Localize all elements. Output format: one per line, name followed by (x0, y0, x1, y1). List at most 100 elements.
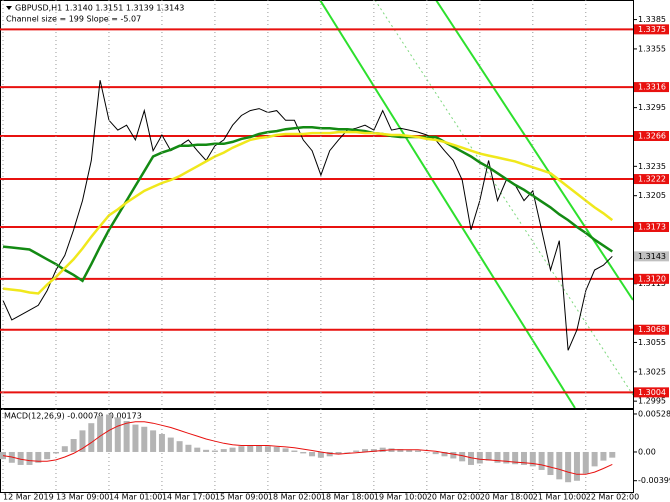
x-tick-label: 20 Mar 18:00 (480, 493, 533, 502)
macd-bar (300, 451, 307, 454)
y-tick-label: 1.3025 (638, 367, 666, 376)
channel-line (435, 0, 634, 301)
y-tick-label: 0.00 (638, 447, 656, 456)
level-tag (634, 273, 669, 284)
macd-bar (211, 450, 218, 452)
macd-bar (397, 449, 404, 452)
macd-bar (309, 451, 316, 457)
menu-arrow (6, 6, 12, 10)
macd-bar (158, 433, 165, 452)
last-price-label: 1.3143 (638, 252, 666, 261)
macd-bar (415, 450, 422, 452)
chart-subtitle: Channel size = 199 Slope = -5.07 (6, 15, 141, 24)
macd-bar (35, 451, 42, 463)
macd-bar (600, 451, 607, 461)
macd-bar (503, 451, 510, 464)
macd-bar (591, 451, 598, 467)
macd-bar (176, 441, 183, 452)
macd-bar (326, 451, 333, 457)
series-line (2, 125, 613, 283)
y-tick-label: 1.3205 (638, 191, 666, 200)
macd-bar (441, 451, 448, 457)
level-label: 1.3375 (638, 25, 666, 34)
macd-bar (194, 447, 201, 452)
macd-bar (238, 446, 245, 452)
macd-bar (459, 451, 466, 462)
x-tick-label: 21 Mar 10:00 (533, 493, 586, 502)
level-label: 1.3222 (638, 175, 666, 184)
macd-bar (582, 451, 589, 474)
y-tick-label: 1.3055 (638, 338, 666, 347)
macd-bar (529, 451, 536, 467)
x-tick-label: 13 Mar 09:00 (56, 493, 109, 502)
level-label: 1.3004 (638, 388, 666, 397)
series-line (2, 130, 614, 295)
last-price-tag (634, 251, 669, 262)
macd-bar (335, 451, 342, 455)
macd-bar (573, 451, 580, 481)
macd-bar (538, 451, 545, 470)
macd-bar (282, 448, 289, 452)
y-tick-label: 1.3355 (638, 44, 666, 53)
macd-bar (547, 451, 554, 476)
macd-bar (565, 451, 572, 483)
macd-bar (273, 446, 280, 452)
macd-bar (362, 449, 369, 452)
macd-bar (450, 451, 457, 459)
price-frame (0, 0, 634, 409)
macd-bar (220, 449, 227, 452)
macd-title: MACD(12,26,9) -0.00079 -0.00173 (4, 412, 142, 421)
macd-bar (476, 451, 483, 464)
macd-bar (609, 451, 616, 458)
series-line (2, 421, 613, 475)
macd-bar (88, 423, 95, 452)
macd-bar (150, 430, 157, 452)
macd-bar (97, 415, 104, 452)
chart-title: GBPUSD,H1 1.3140 1.3151 1.3139 1.3143 (15, 4, 184, 13)
level-tag (634, 131, 669, 141)
macd-bar (406, 449, 413, 452)
macd-bar (0, 451, 6, 460)
macd-bar (247, 445, 254, 452)
level-label: 1.3316 (638, 83, 666, 92)
level-tag (634, 82, 669, 93)
channel-mid (374, 0, 634, 396)
macd-bar (44, 451, 51, 460)
y-tick-label: -0.00399 (638, 476, 670, 485)
level-tag (634, 387, 669, 398)
x-tick-label: 20 Mar 02:00 (427, 493, 480, 502)
macd-bar (141, 426, 148, 452)
level-tag (634, 174, 669, 185)
y-tick-label: 1.3385 (638, 15, 666, 24)
macd-bar (105, 414, 112, 452)
macd-bar (61, 446, 68, 452)
macd-bar (344, 451, 351, 453)
macd-bar (432, 451, 439, 455)
macd-bar (291, 450, 298, 452)
macd-bar (26, 451, 33, 465)
macd-bar (114, 417, 121, 452)
level-tag (634, 24, 669, 35)
level-label: 1.3173 (638, 222, 666, 231)
macd-bar (256, 445, 263, 452)
x-tick-label: 22 Mar 02:00 (586, 493, 639, 502)
macd-bar (467, 451, 474, 465)
macd-bar (379, 447, 386, 452)
macd-bar (494, 451, 501, 463)
macd-bar (520, 451, 527, 465)
y-tick-label: 0.00528 (638, 409, 670, 418)
macd-bar (123, 421, 130, 452)
macd-bar (423, 451, 430, 453)
macd-bar (203, 449, 210, 452)
macd-bar (132, 424, 139, 452)
macd-bar (229, 447, 236, 452)
x-tick-label: 19 Mar 10:00 (374, 493, 427, 502)
macd-bar (556, 451, 563, 480)
y-tick-label: 1.2995 (638, 397, 666, 406)
x-tick-label: 15 Mar 09:00 (215, 493, 268, 502)
x-tick-label: 18 Mar 02:00 (268, 493, 321, 502)
y-tick-label: 1.3295 (638, 103, 666, 112)
macd-bar (167, 437, 174, 452)
macd-bar (52, 451, 59, 454)
